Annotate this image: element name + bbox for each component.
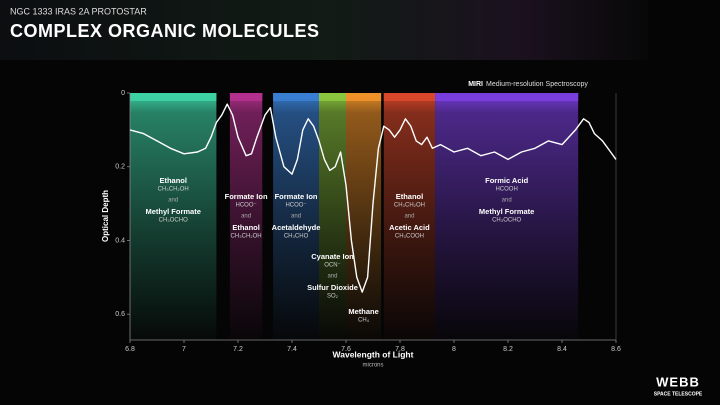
molecule-name: Acetic Acid: [389, 223, 430, 232]
band: [229, 93, 263, 340]
band-top: [383, 93, 436, 101]
molecule-formula: CH₄: [358, 318, 370, 324]
molecule-formula: HCOO⁻: [236, 203, 257, 209]
molecule-formula: CH₃CH₂OH: [394, 203, 425, 209]
joiner: and: [241, 214, 251, 220]
x-tick-label: 8.4: [557, 346, 567, 353]
band-top: [229, 93, 263, 101]
x-tick-label: 6.8: [125, 346, 135, 353]
molecule-name: Sulfur Dioxide: [307, 283, 358, 292]
molecule-formula: OCN⁻: [324, 263, 341, 269]
header-band: [0, 0, 648, 60]
joiner: and: [327, 274, 337, 280]
y-tick-label: 0.6: [115, 311, 125, 318]
joiner: and: [168, 198, 178, 204]
molecule-formula: HCOOH: [495, 187, 517, 193]
band: [346, 93, 382, 340]
y-tick-label: 0.2: [115, 164, 125, 171]
y-tick-label: 0: [121, 90, 125, 97]
molecule-name: Formic Acid: [485, 176, 528, 185]
logo: WEBB: [656, 374, 700, 389]
molecule-name: Cyanate Ion: [311, 252, 354, 261]
band-top: [435, 93, 579, 101]
molecule-formula: CH₃CH₂OH: [158, 187, 189, 193]
band: [319, 93, 346, 340]
band-top: [319, 93, 346, 101]
molecule-name: Ethanol: [232, 223, 260, 232]
x-axis-unit: microns: [362, 363, 383, 369]
joiner: and: [291, 214, 301, 220]
supertitle: NGC 1333 IRAS 2A PROTOSTAR: [10, 6, 147, 16]
band: [435, 93, 579, 340]
joiner: and: [404, 214, 414, 220]
molecule-name: Methyl Formate: [145, 207, 200, 216]
band-top: [273, 93, 319, 101]
band-top: [130, 93, 217, 101]
x-tick-label: 7.4: [287, 346, 297, 353]
band: [130, 93, 217, 340]
molecule-formula: HCOO⁻: [285, 203, 306, 209]
x-tick-label: 7.2: [233, 346, 243, 353]
x-tick-label: 7.8: [395, 346, 405, 353]
molecule-formula: SO₂: [327, 294, 339, 300]
y-axis-label: Optical Depth: [101, 190, 110, 242]
x-tick-label: 8: [452, 346, 456, 353]
logo-sub: SPACE TELESCOPE: [654, 391, 703, 397]
molecule-name: Methyl Formate: [479, 207, 534, 216]
molecule-formula: CH₃COOH: [395, 234, 424, 240]
instrument: MIRI: [468, 81, 483, 88]
joiner: and: [502, 198, 512, 204]
molecule-name: Formate Ion: [275, 192, 318, 201]
molecule-formula: CH₃OCHO: [492, 218, 521, 224]
x-tick-label: 8.6: [611, 346, 621, 353]
x-tick-label: 7: [182, 346, 186, 353]
molecule-name: Acetaldehyde: [272, 223, 321, 232]
x-tick-label: 8.2: [503, 346, 513, 353]
molecule-formula: CH₃OCHO: [159, 218, 188, 224]
chart-title: COMPLEX ORGANIC MOLECULES: [10, 21, 320, 41]
spectrum-line: [129, 103, 617, 293]
molecule-name: Formate Ion: [225, 192, 268, 201]
molecule-formula: CH₃CH₂OH: [231, 234, 262, 240]
molecule-formula: CH₃CHO: [284, 234, 309, 240]
molecule-name: Ethanol: [396, 192, 424, 201]
x-axis-label: Wavelength of Light: [333, 349, 414, 359]
band-top: [346, 93, 382, 101]
instrument-mode: Medium-resolution Spectroscopy: [486, 81, 588, 88]
molecule-name: Methane: [348, 307, 378, 316]
x-tick-label: 7.6: [341, 346, 351, 353]
molecule-name: Ethanol: [159, 176, 187, 185]
band: [273, 93, 319, 340]
y-tick-label: 0.4: [115, 237, 125, 244]
